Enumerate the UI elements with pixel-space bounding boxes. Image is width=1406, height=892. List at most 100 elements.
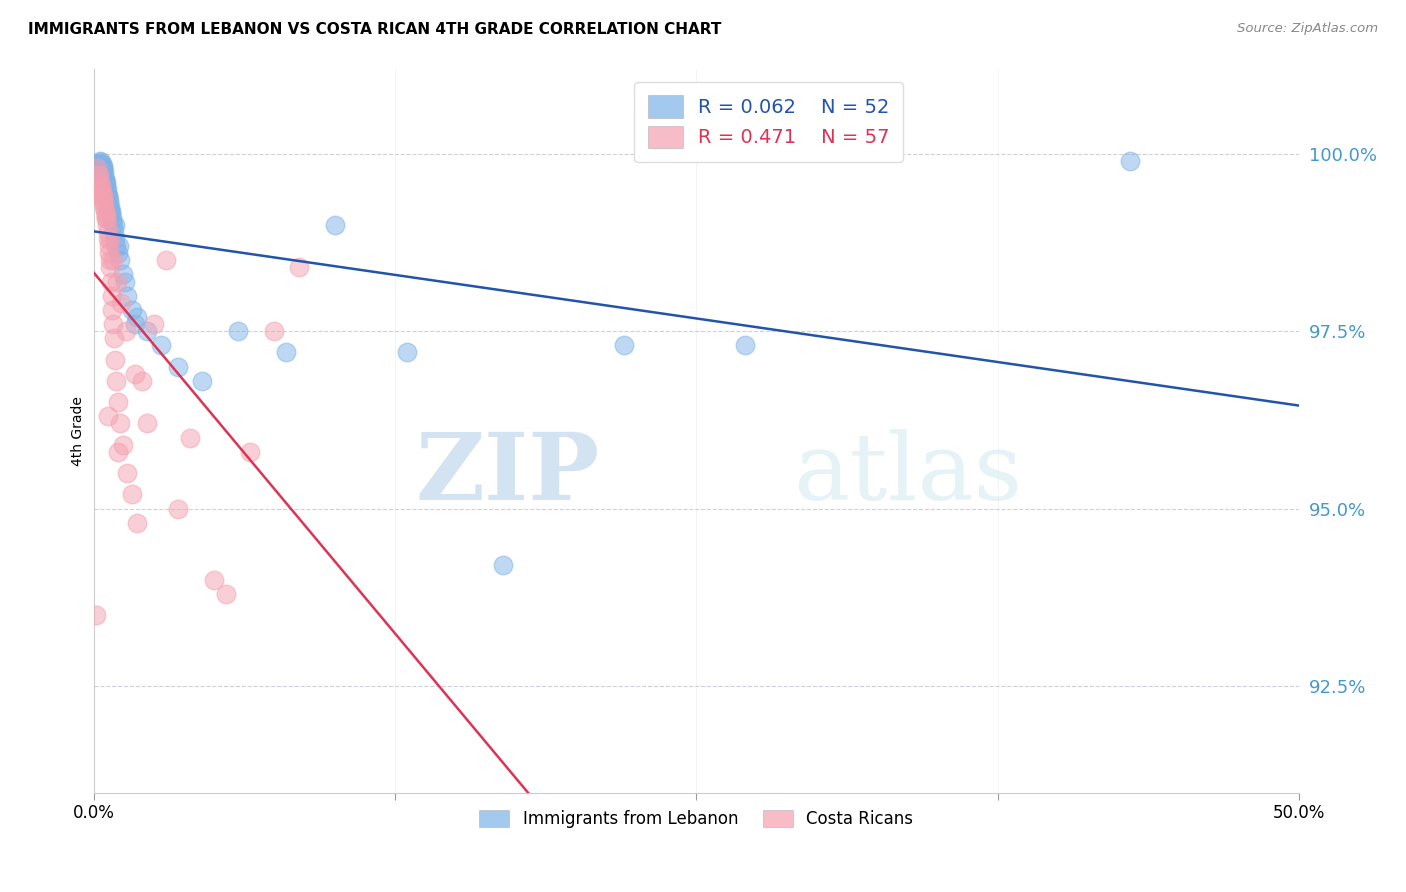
Point [87,157,110,171]
Point [96,225,118,239]
Point [202,573,225,587]
Point [98,253,121,268]
Point [108,417,131,431]
Point [131,374,153,388]
Point [100,275,122,289]
Point [492,558,515,573]
Point [117,466,139,480]
Point [101,302,124,317]
Point [90,182,112,196]
Point [93,164,115,178]
Point [97,239,120,253]
Point [108,253,131,268]
Point [734,338,756,352]
Point [91,189,114,203]
Point [1119,153,1142,168]
Point [150,338,173,352]
Point [96,189,118,203]
Point [100,211,122,225]
Point [108,239,131,253]
Text: Source: ZipAtlas.com: Source: ZipAtlas.com [1237,22,1378,36]
Point [103,331,125,345]
Point [111,438,134,452]
Point [91,193,114,207]
Point [263,324,285,338]
Point [91,157,114,171]
Point [93,200,115,214]
Point [167,501,190,516]
Point [91,160,114,174]
Point [215,587,238,601]
Point [96,218,118,232]
Point [90,164,112,178]
Text: IMMIGRANTS FROM LEBANON VS COSTA RICAN 4TH GRADE CORRELATION CHART: IMMIGRANTS FROM LEBANON VS COSTA RICAN 4… [28,22,721,37]
Point [121,302,143,317]
Point [115,324,138,338]
Point [104,352,127,367]
Point [101,218,124,232]
Point [226,324,249,338]
Point [90,178,112,193]
Point [110,295,132,310]
Point [93,168,115,182]
Point [91,189,114,203]
Point [98,246,121,260]
Point [101,214,124,228]
Point [94,211,117,225]
Point [96,182,118,196]
Legend: Immigrants from Lebanon, Costa Ricans: Immigrants from Lebanon, Costa Ricans [472,804,920,835]
Point [104,232,127,246]
Point [323,218,346,232]
Point [613,338,636,352]
Text: atlas: atlas [793,429,1022,519]
Point [94,175,117,189]
Point [84,608,107,623]
Point [107,395,129,409]
Point [111,268,134,282]
Point [135,417,157,431]
Point [98,232,121,246]
Point [94,178,117,193]
Point [167,359,190,374]
Point [100,203,122,218]
Point [276,345,298,359]
Point [124,317,146,331]
Point [89,153,111,168]
Point [103,225,125,239]
Point [94,211,117,225]
Point [91,186,114,200]
Point [124,367,146,381]
Point [125,310,148,324]
Y-axis label: 4th Grade: 4th Grade [72,396,86,466]
Point [103,253,125,268]
Point [105,374,128,388]
Point [121,487,143,501]
Point [105,275,128,289]
Point [87,168,110,182]
Text: ZIP: ZIP [416,429,600,519]
Point [94,175,117,189]
Point [396,345,419,359]
Point [89,175,111,189]
Point [98,196,121,211]
Point [104,218,127,232]
Point [89,182,111,196]
Point [179,431,201,445]
Point [96,186,118,200]
Point [101,317,124,331]
Point [97,232,120,246]
Point [191,374,214,388]
Point [155,253,177,268]
Point [93,196,115,211]
Point [90,155,112,169]
Point [97,189,120,203]
Point [97,193,120,207]
Point [287,260,309,275]
Point [100,207,122,221]
Point [114,275,136,289]
Point [94,207,117,221]
Point [105,239,128,253]
Point [98,200,121,214]
Point [125,516,148,530]
Point [100,203,122,218]
